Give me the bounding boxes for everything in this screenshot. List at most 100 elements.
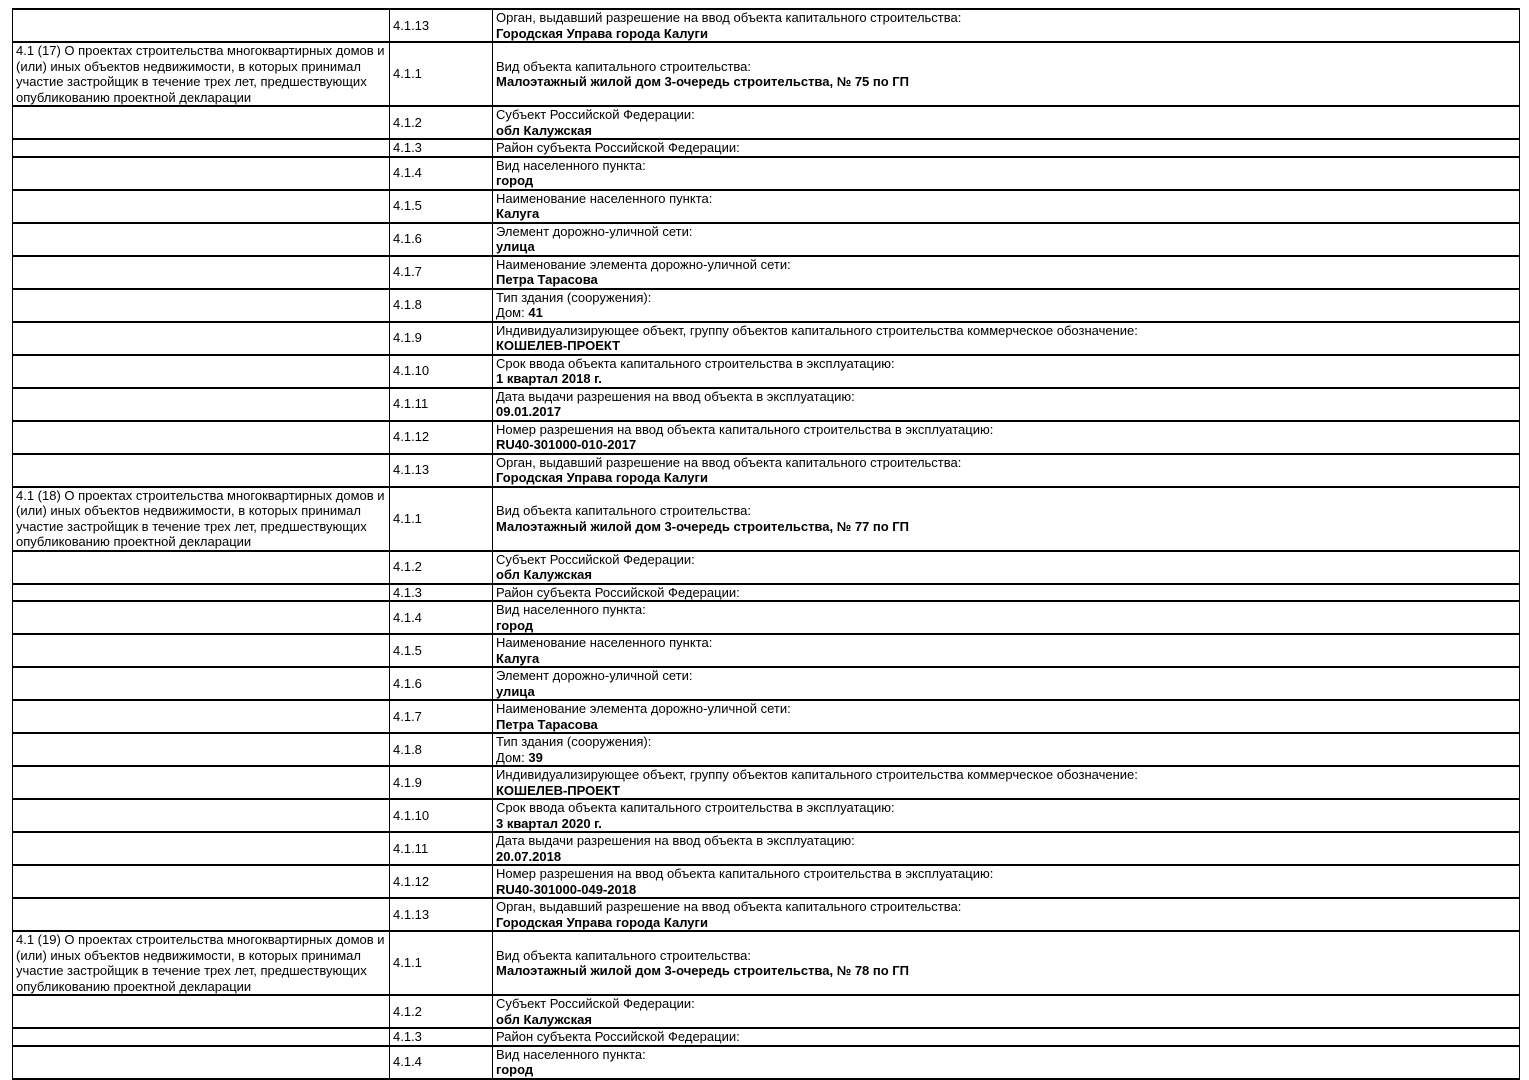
- section-description-cell: [12, 353, 390, 389]
- item-content-cell: Наименование элемента дорожно-уличной се…: [492, 254, 1520, 290]
- field-value-line: Петра Тарасова: [496, 717, 1516, 732]
- section-description-cell: [12, 254, 390, 290]
- field-label: Срок ввода объекта капитального строител…: [496, 355, 895, 371]
- field-label: Номер разрешения на ввод объекта капитал…: [496, 866, 994, 881]
- field-value: улица: [496, 683, 535, 699]
- table-row: 4.1.6 Элемент дорожно-уличной сети: улица: [12, 221, 1520, 257]
- item-content-cell: Вид объекта капитального строительства: М…: [492, 41, 1520, 107]
- field-value-line: КОШЕЛЕВ-ПРОЕКТ: [496, 782, 1516, 798]
- field-label: Тип здания (сооружения):: [496, 289, 652, 305]
- field-value: 1 квартал 2018 г.: [496, 371, 602, 386]
- item-number-cell: 4.1.8: [389, 732, 493, 767]
- table-row: 4.1.5 Наименование населенного пункта: Кал…: [12, 188, 1520, 224]
- item-number-cell: 4.1.9: [389, 765, 493, 800]
- section-description-cell: 4.1 (17) О проектах строительства многок…: [12, 41, 390, 107]
- item-content-cell: Индивидуализирующее объект, группу объек…: [492, 765, 1520, 800]
- field-label: Дата выдачи разрешения на ввод объекта в…: [496, 833, 855, 848]
- field-label: Вид объекта капитального строительства:: [496, 947, 752, 963]
- item-number-cell: 4.1.12: [389, 419, 493, 455]
- item-number-cell: 4.1.5: [389, 633, 493, 668]
- section-description-cell: [12, 732, 390, 767]
- table-row: 4.1.8 Тип здания (сооружения): Дом: 41: [12, 287, 1520, 323]
- item-content-cell: Вид населенного пункта: город: [492, 155, 1520, 191]
- item-number-cell: 4.1.2: [389, 994, 493, 1029]
- field-value-line: Малоэтажный жилой дом 3-очередь строител…: [496, 963, 1516, 979]
- field-label: Номер разрешения на ввод объекта капитал…: [496, 421, 994, 437]
- section-description-cell: [12, 897, 390, 932]
- field-value: город: [496, 173, 534, 188]
- item-content-cell: Номер разрешения на ввод объекта капитал…: [492, 864, 1520, 899]
- field-value: 20.07.2018: [496, 848, 562, 864]
- item-number-cell: 4.1.11: [389, 386, 493, 422]
- table-row: 4.1.8 Тип здания (сооружения): Дом: 39: [12, 732, 1520, 767]
- item-number-cell: 4.1.2: [389, 105, 493, 140]
- item-number-cell: 4.1.1: [389, 930, 493, 996]
- table-row: 4.1.10 Срок ввода объекта капитального ст…: [12, 798, 1520, 833]
- item-number-cell: 4.1.8: [389, 287, 493, 323]
- item-content-cell: Вид объекта капитального строительства: М…: [492, 485, 1520, 552]
- table-row: 4.1.3 Район субъекта Российской Федерации…: [12, 138, 1520, 158]
- section-description-cell: [12, 287, 390, 323]
- item-number-cell: 4.1.4: [389, 600, 493, 635]
- section-description-cell: [12, 1027, 390, 1047]
- section-description-cell: [12, 831, 390, 866]
- table-row: 4.1.2 Субъект Российской Федерации: обл Ка…: [12, 994, 1520, 1029]
- item-number-cell: 4.1.3: [389, 138, 493, 158]
- field-value: КОШЕЛЕВ-ПРОЕКТ: [496, 782, 621, 798]
- field-label: Дата выдачи разрешения на ввод объекта в…: [496, 388, 855, 404]
- table-row: 4.1.7 Наименование элемента дорожно-уличн…: [12, 254, 1520, 290]
- section-description-cell: [12, 8, 390, 43]
- section-description-cell: [12, 582, 390, 602]
- field-value-line: улица: [496, 683, 1516, 699]
- field-label: Наименование населенного пункта:: [496, 635, 713, 650]
- field-value-line: обл Калужская: [496, 567, 1516, 582]
- table-row: 4.1.12 Номер разрешения на ввод объекта к…: [12, 864, 1520, 899]
- field-value-line: 1 квартал 2018 г.: [496, 371, 1516, 386]
- field-value-line: RU40-301000-049-2018: [496, 882, 1516, 897]
- field-label: Район субъекта Российской Федерации:: [496, 1029, 740, 1044]
- field-value: 41: [528, 305, 543, 320]
- field-value-line: КОШЕЛЕВ-ПРОЕКТ: [496, 338, 1516, 353]
- project-declaration-table: 4.1.13 Орган, выдавший разрешение на ввод…: [12, 8, 1520, 1080]
- field-value-line: улица: [496, 239, 1516, 254]
- field-value: Малоэтажный жилой дом 3-очередь строител…: [496, 74, 910, 89]
- item-number-cell: 4.1.7: [389, 254, 493, 290]
- table-row: 4.1 (19) О проектах строительства многок…: [12, 930, 1520, 996]
- table-row: 4.1.9 Индивидуализирующее объект, группу …: [12, 320, 1520, 356]
- field-value-line: Дом: 41: [496, 305, 1516, 320]
- section-description: 4.1 (19) О проектах строительства многок…: [16, 932, 385, 994]
- field-label: Вид населенного пункта:: [496, 1046, 646, 1062]
- item-number-cell: 4.1.12: [389, 864, 493, 899]
- section-description-cell: [12, 419, 390, 455]
- table-row: 4.1.10 Срок ввода объекта капитального ст…: [12, 353, 1520, 389]
- item-content-cell: Тип здания (сооружения): Дом: 39: [492, 732, 1520, 767]
- field-value: Петра Тарасова: [496, 272, 598, 287]
- section-description-cell: [12, 666, 390, 701]
- item-number-cell: 4.1.11: [389, 831, 493, 866]
- field-value: обл Калужская: [496, 567, 592, 582]
- item-number-cell: 4.1.3: [389, 1027, 493, 1047]
- field-value-line: 20.07.2018: [496, 848, 1516, 864]
- field-value: обл Калужская: [496, 1011, 592, 1027]
- section-description-cell: [12, 994, 390, 1029]
- item-content-cell: Срок ввода объекта капитального строител…: [492, 353, 1520, 389]
- table-row: 4.1.5 Наименование населенного пункта: Кал…: [12, 633, 1520, 668]
- item-content-cell: Наименование элемента дорожно-уличной се…: [492, 699, 1520, 734]
- field-value: Калуга: [496, 650, 540, 666]
- table-row: 4.1.4 Вид населенного пункта: город: [12, 155, 1520, 191]
- item-number-cell: 4.1.6: [389, 666, 493, 701]
- field-value: Городская Управа города Калуги: [496, 914, 708, 930]
- field-value-line: Городская Управа города Калуги: [496, 914, 1516, 930]
- field-value-line: обл Калужская: [496, 123, 1516, 138]
- item-content-cell: Субъект Российской Федерации: обл Калужск…: [492, 549, 1520, 585]
- field-value: город: [496, 1062, 534, 1077]
- item-content-cell: Район субъекта Российской Федерации:: [492, 138, 1520, 158]
- section-description-cell: 4.1 (18) О проектах строительства многок…: [12, 485, 390, 552]
- item-content-cell: Вид объекта капитального строительства: М…: [492, 930, 1520, 996]
- field-value: КОШЕЛЕВ-ПРОЕКТ: [496, 338, 621, 353]
- field-value-line: обл Калужская: [496, 1011, 1516, 1027]
- section-description-cell: [12, 138, 390, 158]
- field-label: Элемент дорожно-уличной сети:: [496, 668, 693, 683]
- table-row: 4.1 (18) О проектах строительства многок…: [12, 485, 1520, 552]
